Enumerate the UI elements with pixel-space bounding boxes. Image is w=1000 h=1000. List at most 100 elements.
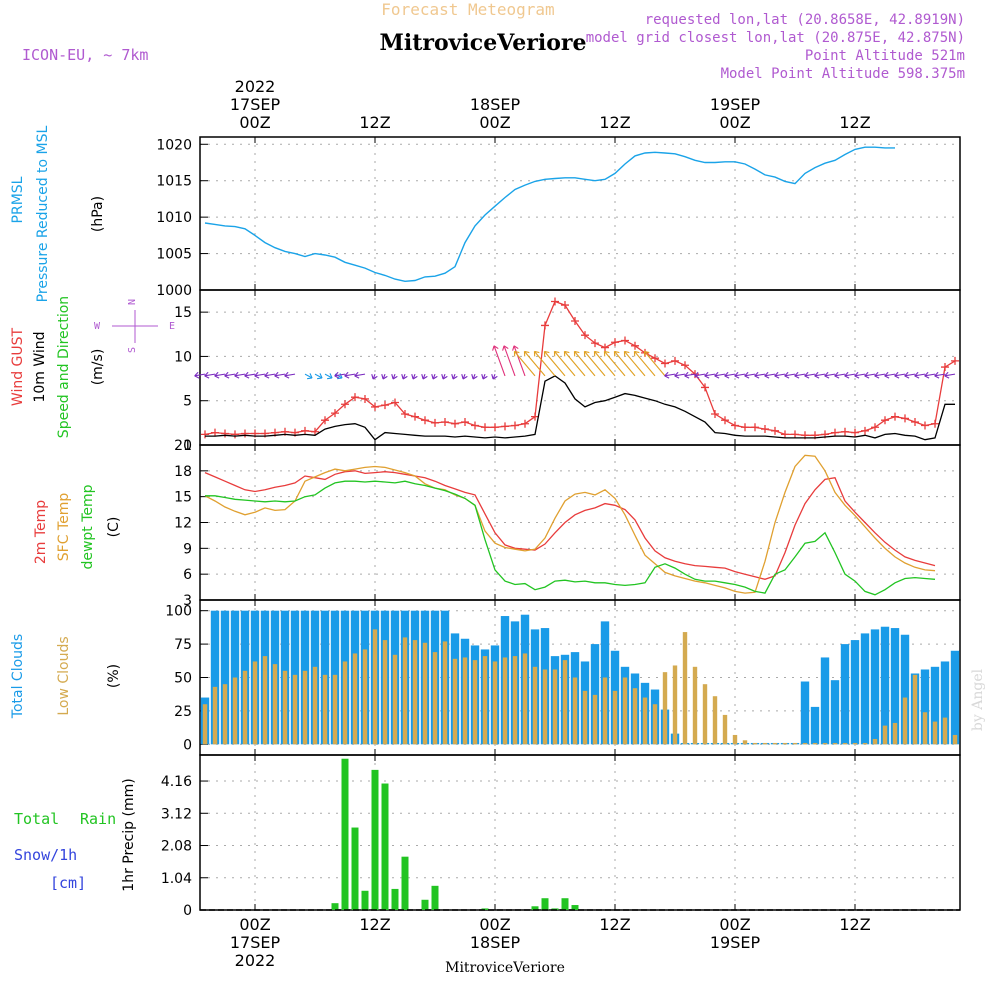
gust-marker [831, 428, 839, 437]
pressure-ytick-label: 1020 [156, 137, 192, 153]
gust-marker [721, 416, 729, 425]
low-cloud-bar [552, 669, 558, 745]
wind-direction-arrow [934, 373, 946, 377]
low-cloud-bar [742, 740, 748, 745]
gust-marker [871, 423, 879, 432]
pressure-unit: (hPa) [90, 196, 106, 232]
wind-direction-arrowhead [513, 350, 520, 357]
gust-marker [891, 412, 899, 421]
wind-direction-arrow [284, 373, 296, 377]
wind-direction-arrow [574, 351, 596, 377]
low-cloud-bar [582, 690, 588, 745]
wind-direction-arrowhead [714, 371, 720, 379]
low-cloud-bar [442, 641, 448, 745]
gust-marker [911, 417, 919, 426]
wind-direction-arrow [824, 373, 836, 377]
gust-marker [321, 416, 329, 425]
bottom-date-label: 17SEP [230, 933, 281, 952]
low-cloud-bar [912, 674, 918, 745]
precip-label-rain: Rain [80, 810, 116, 828]
gust-marker [601, 343, 609, 352]
rain-bar [541, 898, 549, 910]
rain-bar [571, 905, 579, 910]
wind-unit: (m/s) [90, 349, 106, 386]
low-cloud-bar [842, 742, 848, 745]
gust-marker [631, 341, 639, 350]
gust-marker [661, 359, 669, 368]
wind-direction-arrowhead [633, 350, 640, 357]
wind-direction-arrow [544, 351, 566, 377]
wind-direction-arrowhead [914, 371, 920, 379]
rain-bar [331, 903, 339, 910]
wind-direction-arrowhead [643, 350, 650, 357]
gust-marker [901, 414, 909, 423]
gust-line [204, 300, 956, 436]
model-label: ICON-EU, ~ 7km [22, 46, 148, 64]
top-hour-label: 00Z [479, 113, 510, 132]
wind-ytick-label: 15 [174, 305, 192, 321]
wind-direction-arrow [944, 373, 956, 377]
wind-direction-arrow [274, 373, 286, 377]
low-cloud-bar [402, 637, 408, 745]
gust-marker [591, 339, 599, 348]
temp-ytick-label: 12 [174, 516, 192, 532]
wind-direction-arrowhead [794, 371, 800, 379]
wind-direction-arrow [564, 351, 586, 377]
wind-direction-arrowhead [754, 371, 760, 379]
wind-direction-arrowhead [814, 371, 820, 379]
rain-bar [481, 908, 489, 910]
wind-direction-arrowhead [411, 374, 418, 380]
temp-ytick-label: 18 [174, 464, 192, 480]
low-cloud-bar [232, 677, 238, 745]
gust-marker [931, 419, 939, 428]
gust-marker [471, 421, 479, 430]
gust-marker [211, 428, 219, 437]
wind-direction-arrowhead [317, 373, 323, 380]
low-cloud-bar [322, 674, 328, 745]
point-altitude: Point Altitude 521m [805, 48, 965, 64]
total-cloud-bar [890, 628, 900, 745]
wind-direction-arrow [314, 373, 323, 379]
gust-marker [701, 383, 709, 392]
wind-direction-arrow [734, 373, 746, 377]
wind-direction-arrowhead [254, 371, 260, 379]
wind-direction-arrow [594, 351, 616, 377]
gust-marker [531, 412, 539, 421]
low-cloud-bar [222, 684, 228, 745]
total-cloud-bar [850, 640, 860, 745]
dewpoint-line [205, 480, 936, 596]
wind-direction-arrowhead [481, 374, 488, 380]
wind-direction-arrow [664, 373, 676, 377]
gust-marker [401, 410, 409, 418]
wind-direction-arrow [503, 345, 516, 377]
wind-direction-arrow [764, 373, 776, 377]
low-cloud-bar [632, 688, 638, 745]
precip-unit: 1hr Precip (mm) [121, 778, 137, 891]
rain-bar [341, 758, 349, 910]
precip-label-snow: Snow/1h [14, 846, 77, 864]
low-cloud-bar [752, 742, 758, 745]
low-cloud-bar [452, 658, 458, 745]
wind-direction-arrow [904, 373, 916, 377]
total-cloud-bar [820, 657, 830, 745]
rain-bar [551, 908, 559, 910]
clouds-ytick-label: 100 [165, 604, 192, 620]
wind-direction-arrow [224, 373, 236, 377]
low-cloud-bar [812, 742, 818, 745]
total-cloud-bar [930, 666, 940, 745]
bottom-date-label: 19SEP [710, 933, 761, 952]
bottom-year-label: 2022 [235, 951, 276, 970]
wind-direction-arrowhead [491, 374, 498, 380]
gust-marker [731, 421, 739, 430]
clouds-ytick-label: 50 [174, 671, 192, 687]
wind-direction-arrowhead [543, 350, 550, 357]
wind-direction-arrowhead [244, 371, 250, 379]
wind-direction-arrow [534, 351, 556, 377]
wind-direction-arrowhead [904, 371, 910, 379]
wind-direction-arrowhead [264, 371, 270, 379]
gust-marker [201, 430, 209, 439]
gust-marker [331, 409, 339, 418]
footer-station: MitroviceVeriore [445, 960, 565, 976]
pressure-line [204, 146, 895, 283]
